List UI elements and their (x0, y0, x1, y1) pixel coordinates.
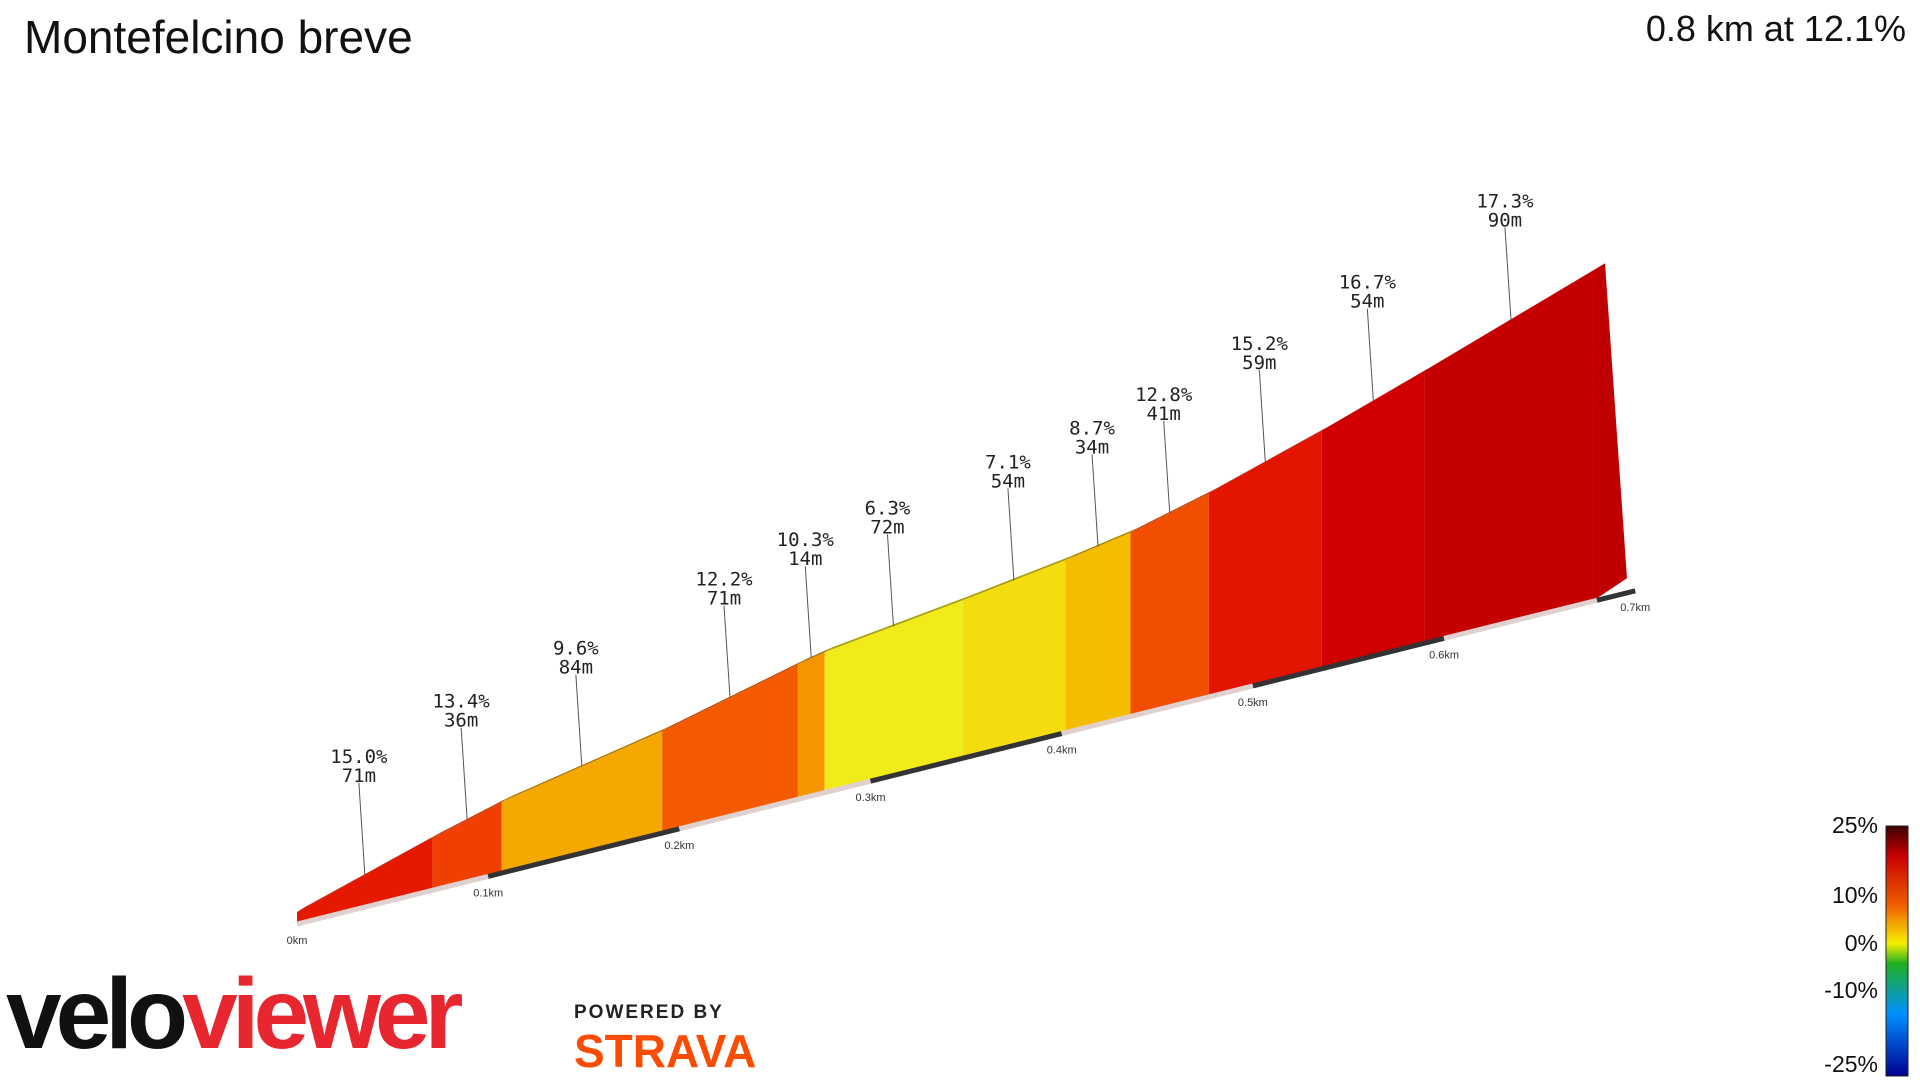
color-scale-label: -10% (1824, 977, 1878, 1003)
segment-gradient-label: 9.6% (553, 638, 599, 660)
profile-ribbon-segment (1065, 527, 1139, 561)
profile-ribbon-segment (797, 647, 833, 665)
gradient-band (1424, 268, 1597, 642)
segment-label-leader (723, 605, 731, 698)
logo-text-viewer: viewer (182, 970, 462, 1070)
segment-gradient-label: 7.1% (985, 451, 1031, 473)
distance-axis-segment (869, 731, 1063, 784)
segment-gradient-label: 16.7% (1339, 272, 1397, 294)
distance-tick-label: 0km (287, 935, 308, 947)
svg-text:veloviewer: veloviewer (6, 970, 463, 1070)
segment-length-label: 84m (559, 657, 593, 679)
distance-axis-segment (1596, 588, 1636, 603)
logo-text-velo: velo (6, 970, 185, 1070)
gradient-band (662, 664, 798, 832)
segment-label-leader (575, 674, 583, 767)
distance-axis-segment (1061, 683, 1254, 737)
color-scale-bar (1885, 825, 1909, 1077)
gradient-band (1321, 370, 1425, 667)
gradient-band (501, 731, 663, 872)
powered-by-text: POWERED BY (574, 1002, 724, 1023)
segment-label-leader (1258, 369, 1266, 462)
gradient-band (797, 652, 825, 798)
segment-length-label: 41m (1147, 403, 1181, 425)
profile-top-ribbon (297, 263, 1627, 912)
profile-end-face (1597, 263, 1627, 599)
distance-tick-label: 0.5km (1238, 697, 1268, 709)
segment-gradient-label: 15.0% (330, 746, 388, 768)
profile-ribbon-segment (662, 659, 806, 732)
distance-tick-label: 0.6km (1429, 649, 1459, 661)
distance-tick-label: 0.4km (1047, 745, 1077, 757)
gradient-band (432, 801, 502, 889)
segment-gradient-label: 17.3% (1476, 190, 1534, 212)
segment-label-leader (1007, 488, 1015, 581)
distance-axis-segment (678, 778, 872, 832)
distance-tick-label: 0.2km (664, 840, 694, 852)
segment-gradient-label: 12.2% (695, 569, 753, 591)
segment-length-label: 71m (342, 765, 376, 787)
chart-title: Montefelcino breve (24, 11, 413, 63)
profile-ribbon-segment (824, 595, 971, 653)
profile-ribbon-segment (1424, 263, 1605, 371)
gradient-band (297, 837, 433, 922)
segment-label-leader (1366, 308, 1374, 401)
distance-tick-label: 0.7km (1620, 602, 1650, 614)
profile-ribbon-segment (1208, 425, 1330, 494)
segment-label-leader (460, 727, 468, 820)
climb-summary: 0.8 km at 12.1% (1645, 8, 1906, 49)
color-scale-label: 0% (1845, 930, 1878, 956)
strava-text: STRAVA (574, 1025, 756, 1077)
profile-ribbon-segment (962, 555, 1074, 601)
segment-label-leader (886, 534, 894, 627)
distance-tick-label: 0.1km (473, 887, 503, 899)
segment-gradient-label: 12.8% (1135, 384, 1193, 406)
distance-axis: 0km 0.1km 0.2km 0.3km 0.4km 0.5km 0.6km 0.7km (287, 588, 1650, 947)
distance-axis-segment (1252, 635, 1445, 689)
gradient-band (1208, 430, 1322, 695)
gradient-band (1065, 532, 1131, 731)
distance-axis-segment (1443, 597, 1598, 641)
segment-gradient-label: 13.4% (433, 691, 491, 713)
segment-length-label: 54m (1350, 291, 1384, 313)
segment-label-leader (1163, 420, 1171, 513)
powered-by-strava: POWERED BY STRAVA (574, 1002, 756, 1077)
segment-gradient-label: 15.2% (1231, 333, 1289, 355)
segment-length-label: 59m (1242, 352, 1276, 374)
segment-label-leader (358, 782, 366, 875)
color-scale-label: -25% (1824, 1051, 1878, 1077)
color-scale-label: 25% (1832, 812, 1878, 838)
gradient-bands (297, 268, 1597, 922)
segment-length-label: 34m (1075, 436, 1109, 458)
segment-length-label: 90m (1488, 209, 1522, 231)
segment-gradient-label: 8.7% (1069, 417, 1115, 439)
veloviewer-logo: veloviewer (6, 970, 469, 1070)
segment-label-leader (804, 566, 812, 659)
profile-ribbon-segment (501, 726, 671, 802)
distance-tick-label: 0.3km (856, 792, 886, 804)
segment-gradient-label: 6.3% (865, 497, 911, 519)
profile-ribbon-segment (1130, 488, 1217, 533)
segment-label-leader (1504, 227, 1512, 320)
segment-length-label: 14m (788, 548, 822, 570)
color-scale-label: 10% (1832, 882, 1878, 908)
profile-ribbon-segment (297, 832, 441, 912)
segment-label-leader (1091, 454, 1099, 547)
distance-axis-segment (296, 873, 489, 927)
segment-length-label: 72m (870, 516, 904, 538)
profile-ribbon-segment (432, 796, 510, 838)
profile-ribbon-segment (1321, 365, 1433, 431)
segment-gradient-label: 10.3% (777, 529, 835, 551)
segment-labels: 15.0%71m13.4%36m9.6%84m12.2%71m10.3%14m6… (330, 190, 1534, 875)
gradient-band (962, 560, 1066, 757)
segment-length-label: 71m (707, 588, 741, 610)
segment-length-label: 54m (991, 470, 1025, 492)
gradient-color-scale: 25% 10% 0% -10% -25% (1824, 812, 1909, 1077)
segment-length-label: 36m (444, 710, 478, 732)
gradient-band (824, 600, 963, 791)
gradient-band (1130, 493, 1209, 715)
distance-axis-segment (487, 826, 680, 879)
